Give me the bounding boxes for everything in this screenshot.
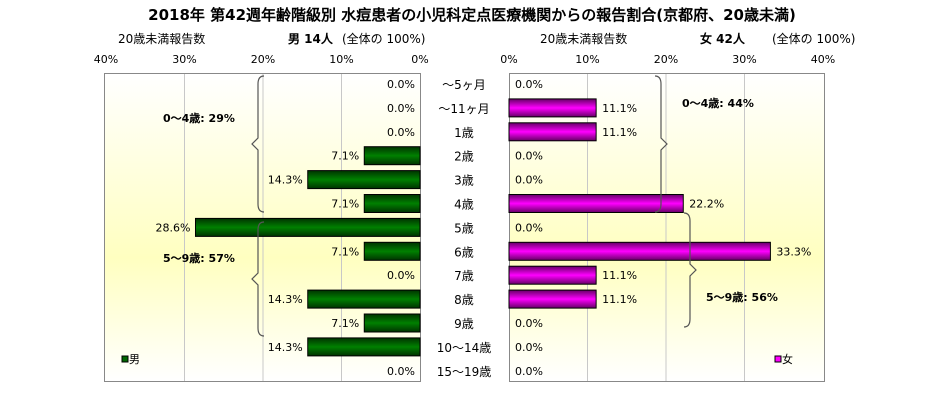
left-header: 男 14人	[288, 32, 333, 46]
female-annotation-5-9: 5～9歳: 56%	[706, 290, 778, 304]
category-label: 3歳	[454, 174, 474, 188]
female-bar	[508, 122, 597, 142]
male-legend-swatch	[121, 355, 129, 363]
right-axis-tick: 30%	[732, 53, 756, 66]
male-bar	[307, 289, 421, 309]
right-header-share: (全体の 100%)	[772, 32, 856, 46]
category-label: 15～19歳	[437, 365, 492, 379]
left-brace-5-9	[251, 221, 265, 337]
right-axis-tick: 0%	[500, 53, 517, 66]
female-data-label: 0.0%	[515, 317, 543, 330]
category-label: 9歳	[454, 317, 474, 331]
category-label: 4歳	[454, 198, 474, 212]
male-annotation-0-4: 0～4歳: 29%	[163, 111, 235, 125]
male-data-label: 7.1%	[331, 198, 359, 211]
male-bar	[363, 146, 421, 166]
category-label: 8歳	[454, 293, 474, 307]
category-label: 1歳	[454, 126, 474, 140]
male-data-label: 14.3%	[268, 174, 303, 187]
category-label: 6歳	[454, 245, 474, 259]
left-subtitle: 20歳未満報告数	[118, 32, 206, 46]
category-label: ～5ヶ月	[442, 78, 486, 92]
left-axis-tick: 20%	[251, 53, 275, 66]
female-data-label: 0.0%	[515, 221, 543, 234]
male-data-label: 7.1%	[331, 150, 359, 163]
male-bar	[363, 241, 421, 261]
male-data-label: 0.0%	[387, 102, 415, 115]
category-label: ～11ヶ月	[438, 102, 489, 116]
female-bar	[508, 98, 597, 118]
left-brace-0-4	[251, 75, 265, 213]
right-brace-0-4	[654, 75, 668, 213]
female-bar	[508, 194, 684, 213]
female-data-label: 11.1%	[602, 269, 637, 282]
right-brace-5-9	[683, 212, 697, 328]
male-data-label: 0.0%	[387, 365, 415, 378]
female-legend-label: 女	[782, 352, 793, 366]
right-axis-tick: 40%	[811, 53, 835, 66]
female-bar	[508, 241, 771, 261]
male-bar	[363, 194, 421, 213]
female-data-label: 11.1%	[602, 102, 637, 115]
female-data-label: 33.3%	[776, 245, 811, 258]
category-label: 10～14歳	[437, 341, 492, 355]
female-data-label: 22.2%	[689, 198, 724, 211]
right-header: 女 42人	[700, 32, 745, 46]
female-bar	[508, 265, 597, 285]
female-data-label: 0.0%	[515, 174, 543, 187]
left-axis-tick: 0%	[411, 53, 428, 66]
male-data-label: 0.0%	[387, 78, 415, 91]
male-bar	[363, 313, 421, 333]
male-data-label: 0.0%	[387, 269, 415, 282]
female-data-label: 11.1%	[602, 293, 637, 306]
right-subtitle: 20歳未満報告数	[540, 32, 628, 46]
male-bar	[307, 170, 421, 190]
male-data-label: 7.1%	[331, 317, 359, 330]
female-legend-swatch	[774, 355, 782, 363]
female-data-label: 0.0%	[515, 365, 543, 378]
male-annotation-5-9: 5～9歳: 57%	[163, 251, 235, 265]
male-data-label: 14.3%	[268, 341, 303, 354]
male-bar	[307, 337, 421, 357]
left-header-share: (全体の 100%)	[342, 32, 426, 46]
male-data-label: 28.6%	[156, 221, 191, 234]
female-data-label: 0.0%	[515, 150, 543, 163]
category-label: 7歳	[454, 269, 474, 283]
male-legend-label: 男	[129, 353, 140, 366]
left-axis-tick: 10%	[329, 53, 353, 66]
chart-title: 2018年 第42週年齢階級別 水痘患者の小児科定点医療機関からの報告割合(京都…	[148, 6, 796, 24]
female-data-label: 0.0%	[515, 341, 543, 354]
left-axis-tick: 40%	[94, 53, 118, 66]
male-data-label: 14.3%	[268, 293, 303, 306]
category-label: 2歳	[454, 150, 474, 164]
male-data-label: 0.0%	[387, 126, 415, 139]
right-axis-tick: 10%	[575, 53, 599, 66]
right-axis-tick: 20%	[654, 53, 678, 66]
male-data-label: 7.1%	[331, 245, 359, 258]
female-data-label: 11.1%	[602, 126, 637, 139]
category-label: 5歳	[454, 221, 474, 235]
female-bar	[508, 289, 597, 309]
male-bar	[194, 217, 421, 237]
female-annotation-0-4: 0～4歳: 44%	[682, 96, 754, 110]
left-axis-tick: 30%	[172, 53, 196, 66]
female-data-label: 0.0%	[515, 78, 543, 91]
